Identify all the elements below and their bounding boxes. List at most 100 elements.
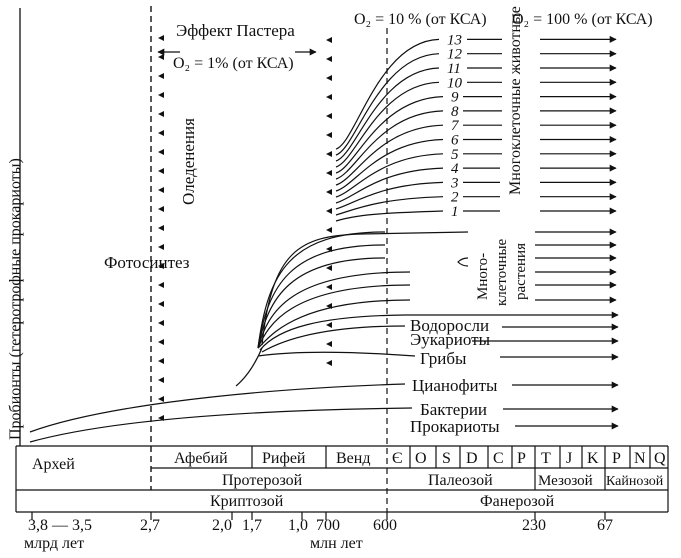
prokaryote-lineages	[29, 347, 619, 443]
left-arrowhead	[158, 282, 164, 288]
left-arrowhead	[158, 225, 164, 231]
left-arrowhead	[326, 341, 332, 347]
animal-lineage-number: 13	[447, 32, 462, 48]
left-arrowhead	[158, 187, 164, 193]
animal-lineage-curve	[335, 124, 444, 186]
fungi-curve	[257, 351, 416, 357]
left-arrowhead	[158, 92, 164, 98]
animal-lineage-curve	[335, 167, 444, 204]
bacteria-label: Бактерии	[420, 400, 487, 419]
left-arrowhead	[326, 227, 332, 233]
left-arrowhead	[326, 75, 332, 81]
cyanophytes-label: Цианофиты	[412, 376, 498, 395]
plants-label-1: Много-	[475, 253, 491, 300]
o2-100-label: O₂ = 100 % (от КСА)	[512, 11, 653, 28]
left-arrowhead	[158, 339, 164, 345]
animal-lineage-curve	[335, 110, 444, 180]
animal-lineage-number: 7	[451, 118, 460, 134]
era-proterozoic: Протерозой	[222, 472, 303, 489]
plant-lineage-curve	[257, 257, 386, 349]
period-vendian: Венд	[336, 450, 370, 467]
plant-lineage-curve	[257, 271, 411, 349]
trunk-curve	[235, 347, 263, 387]
timeline-table	[15, 445, 669, 520]
animal-lineage-curve	[335, 53, 440, 156]
period-quaternary: Q	[654, 450, 666, 467]
animal-lineage-number: 5	[451, 147, 459, 163]
animal-lineage-curve	[335, 38, 440, 150]
animal-lineage-number: 1	[451, 204, 459, 220]
tick-1-7: 1,7	[242, 517, 262, 534]
left-arrowhead	[326, 37, 332, 43]
era-paleozoic: Палеозой	[428, 472, 493, 489]
plants-label: Много- клеточные растения	[475, 238, 529, 306]
photosynthesis-label: Фотосинтез	[104, 253, 190, 272]
algae-curve	[259, 311, 619, 351]
period-jurassic: J	[566, 450, 572, 467]
period-carboniferous: C	[493, 450, 504, 467]
animal-lineage-number: 3	[450, 175, 459, 191]
animal-lineage-curve	[335, 138, 444, 192]
animal-lineage-curve	[335, 96, 444, 174]
animal-lineage-number: 8	[451, 104, 459, 120]
animal-lineage-curve	[335, 210, 444, 222]
tick-2-0: 2,0	[212, 517, 232, 534]
left-arrowhead	[158, 35, 164, 41]
prokaryotes-label: Прокариоты	[410, 417, 500, 436]
plant-lineages	[257, 228, 619, 361]
period-triassic: T	[541, 450, 551, 467]
cyanophytes-curve	[29, 383, 406, 433]
animal-lineage-number: 2	[451, 190, 459, 206]
left-arrowhead	[326, 170, 332, 176]
pasteur-effect-title: Эффект Пастера	[176, 21, 295, 40]
animal-lineage-number: 10	[447, 75, 463, 91]
left-arrowhead	[158, 149, 164, 155]
left-arrowhead	[158, 244, 164, 250]
left-arrowhead	[326, 94, 332, 100]
left-arrowhead	[326, 360, 332, 366]
left-arrowhead	[158, 206, 164, 212]
left-arrowhead	[326, 189, 332, 195]
period-permian: P	[517, 450, 526, 467]
tick-600: 600	[373, 517, 397, 534]
eon-phanerozoic: Фанерозой	[480, 493, 555, 510]
archean-label: Архей	[32, 456, 75, 473]
left-arrowhead	[326, 284, 332, 290]
left-arrowhead	[326, 151, 332, 157]
fungi-label: Грибы	[420, 349, 467, 368]
glaciation-label: Оледенения	[179, 118, 198, 205]
pasteur-o2-label: O₂ = 1% (от КСА)	[173, 55, 294, 72]
period-silurian: S	[442, 450, 451, 467]
plants-label-3: растения	[513, 243, 529, 300]
tick-2-7: 2,7	[140, 517, 160, 534]
left-arrowhead	[158, 73, 164, 79]
left-arrowhead	[326, 113, 332, 119]
animal-lineage-number: 9	[451, 90, 459, 106]
left-arrowhead	[158, 396, 164, 402]
tick-67: 67	[597, 517, 613, 534]
o2-10-label: O₂ = 10 % (от КСА)	[354, 11, 487, 28]
unit-million-years: млн лет	[310, 535, 363, 552]
left-arrowhead	[158, 358, 164, 364]
tick-3-8-3-5: 3,8 — 3,5	[28, 517, 92, 534]
animal-lineage-number: 11	[447, 61, 461, 77]
left-arrowhead	[158, 320, 164, 326]
period-paleogene: P	[612, 450, 621, 467]
eukaryote-upper-curve	[261, 325, 406, 353]
left-arrowhead	[158, 168, 164, 174]
animal-lineage-curve	[335, 67, 440, 162]
left-arrowhead	[326, 322, 332, 328]
plants-brace	[457, 257, 469, 267]
eukaryotes-label: Эукариоты	[410, 330, 491, 349]
left-arrowhead	[158, 130, 164, 136]
eon-cryptozoic: Криптозой	[210, 493, 284, 510]
unit-billion-years: млрд лет	[24, 535, 84, 552]
period-cretaceous: K	[587, 450, 599, 467]
y-axis-label: Пробионты (гетеротрофные прокариоты)	[7, 158, 24, 440]
period-neogene: N	[634, 450, 646, 467]
left-arrowhead	[326, 132, 332, 138]
period-ordovician: O	[415, 450, 427, 467]
left-arrowhead	[326, 265, 332, 271]
tick-230: 230	[522, 517, 546, 534]
